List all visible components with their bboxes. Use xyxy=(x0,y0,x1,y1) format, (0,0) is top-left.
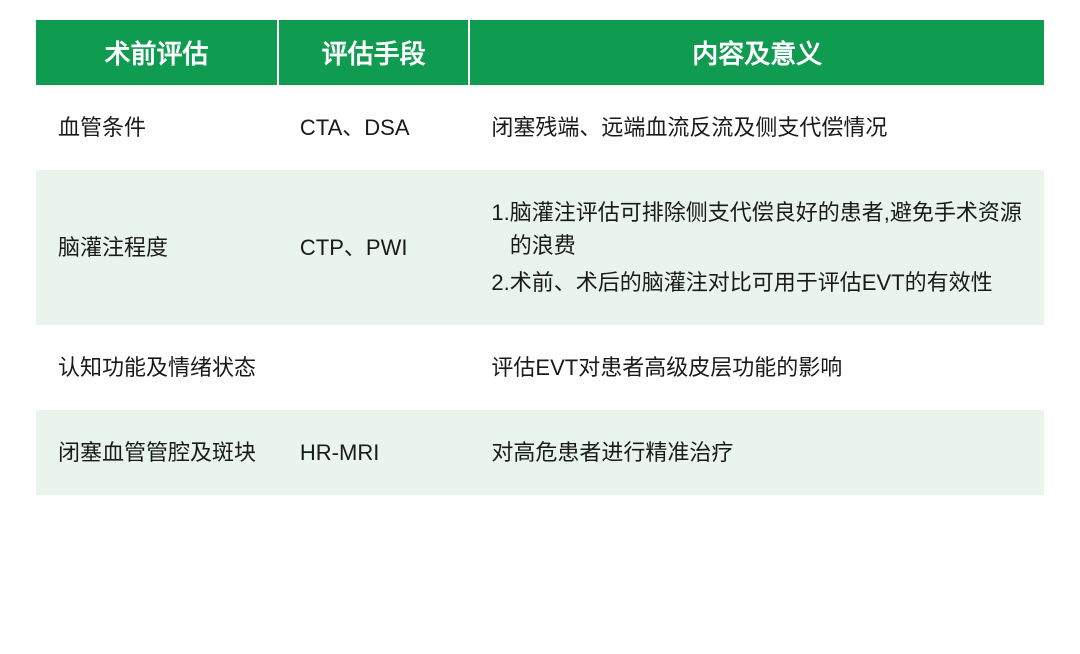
list-item-text: 脑灌注评估可排除侧支代偿良好的患者,避免手术资源的浪费 xyxy=(510,196,1026,262)
header-col2: 评估手段 xyxy=(278,20,470,85)
header-col1: 术前评估 xyxy=(36,20,278,85)
list-item-number: 2. xyxy=(491,266,509,299)
table-header-row: 术前评估 评估手段 内容及意义 xyxy=(36,20,1044,85)
cell-content: 评估EVT对患者高级皮层功能的影响 xyxy=(469,325,1044,410)
assessment-table: 术前评估 评估手段 内容及意义 血管条件CTA、DSA闭塞残端、远端血流反流及侧… xyxy=(36,20,1044,495)
table-row: 脑灌注程度CTP、PWI 1.脑灌注评估可排除侧支代偿良好的患者,避免手术资源的浪… xyxy=(36,170,1044,325)
list-item-number: 1. xyxy=(491,196,509,262)
content-list: 1.脑灌注评估可排除侧支代偿良好的患者,避免手术资源的浪费2.术前、术后的脑灌注… xyxy=(491,196,1026,299)
cell-assessment: 血管条件 xyxy=(36,85,278,170)
cell-content: 对高危患者进行精准治疗 xyxy=(469,410,1044,495)
table-row: 血管条件CTA、DSA闭塞残端、远端血流反流及侧支代偿情况 xyxy=(36,85,1044,170)
cell-method: CTP、PWI xyxy=(278,170,470,325)
list-item: 1.脑灌注评估可排除侧支代偿良好的患者,避免手术资源的浪费 xyxy=(491,196,1026,262)
header-col3: 内容及意义 xyxy=(469,20,1044,85)
list-item-text: 术前、术后的脑灌注对比可用于评估EVT的有效性 xyxy=(510,266,1026,299)
cell-method: CTA、DSA xyxy=(278,85,470,170)
table-row: 认知功能及情绪状态 评估EVT对患者高级皮层功能的影响 xyxy=(36,325,1044,410)
cell-method xyxy=(278,325,470,410)
cell-assessment: 认知功能及情绪状态 xyxy=(36,325,278,410)
table-row: 闭塞血管管腔及斑块HR-MRI对高危患者进行精准治疗 xyxy=(36,410,1044,495)
cell-method: HR-MRI xyxy=(278,410,470,495)
cell-content: 1.脑灌注评估可排除侧支代偿良好的患者,避免手术资源的浪费2.术前、术后的脑灌注… xyxy=(469,170,1044,325)
cell-content: 闭塞残端、远端血流反流及侧支代偿情况 xyxy=(469,85,1044,170)
list-item: 2.术前、术后的脑灌注对比可用于评估EVT的有效性 xyxy=(491,266,1026,299)
table-body: 血管条件CTA、DSA闭塞残端、远端血流反流及侧支代偿情况脑灌注程度CTP、PW… xyxy=(36,85,1044,495)
cell-assessment: 脑灌注程度 xyxy=(36,170,278,325)
cell-assessment: 闭塞血管管腔及斑块 xyxy=(36,410,278,495)
